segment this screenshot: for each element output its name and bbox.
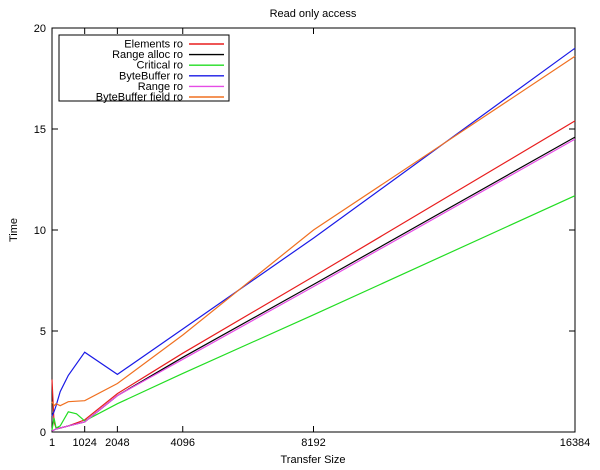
legend-entry-label: Range ro xyxy=(138,81,183,93)
x-tick-label: 1 xyxy=(49,437,55,449)
legend-entry-label: ByteBuffer ro xyxy=(119,70,183,82)
chart-title: Read only access xyxy=(270,8,357,20)
series-line-critical-ro xyxy=(51,195,576,431)
x-tick-label: 16384 xyxy=(560,437,591,449)
x-tick-label: 1024 xyxy=(72,437,96,449)
series-line-range-ro xyxy=(51,138,576,432)
y-tick-label: 5 xyxy=(40,326,46,338)
legend-entry-label: Critical ro xyxy=(137,60,183,72)
y-tick-label: 0 xyxy=(40,427,46,439)
x-tick-label: 2048 xyxy=(105,437,129,449)
y-tick-label: 10 xyxy=(34,225,46,237)
x-axis-label: Transfer Size xyxy=(280,454,345,466)
x-tick-label: 4096 xyxy=(171,437,195,449)
y-tick-label: 15 xyxy=(34,124,46,136)
x-tick-label: 8192 xyxy=(301,437,325,449)
series-line-bytebuffer-ro xyxy=(51,47,576,417)
series-line-elements-ro xyxy=(51,120,576,429)
x-axis: 1 1024 2048 4096 8192 16384 xyxy=(49,28,590,449)
legend-entry-label: Elements ro xyxy=(124,39,183,51)
y-axis-label: Time xyxy=(8,218,20,242)
y-tick-label: 20 xyxy=(34,23,46,35)
series-line-bytebuffer-field-ro xyxy=(51,55,576,407)
legend-box xyxy=(58,34,230,102)
y-axis: 0 5 10 15 20 xyxy=(34,23,575,439)
legend-entry-label: Range alloc ro xyxy=(112,49,183,61)
series-lines xyxy=(51,47,576,432)
series-line-range-alloc-ro xyxy=(51,136,576,432)
legend-entry-label: ByteBuffer field ro xyxy=(96,92,183,104)
